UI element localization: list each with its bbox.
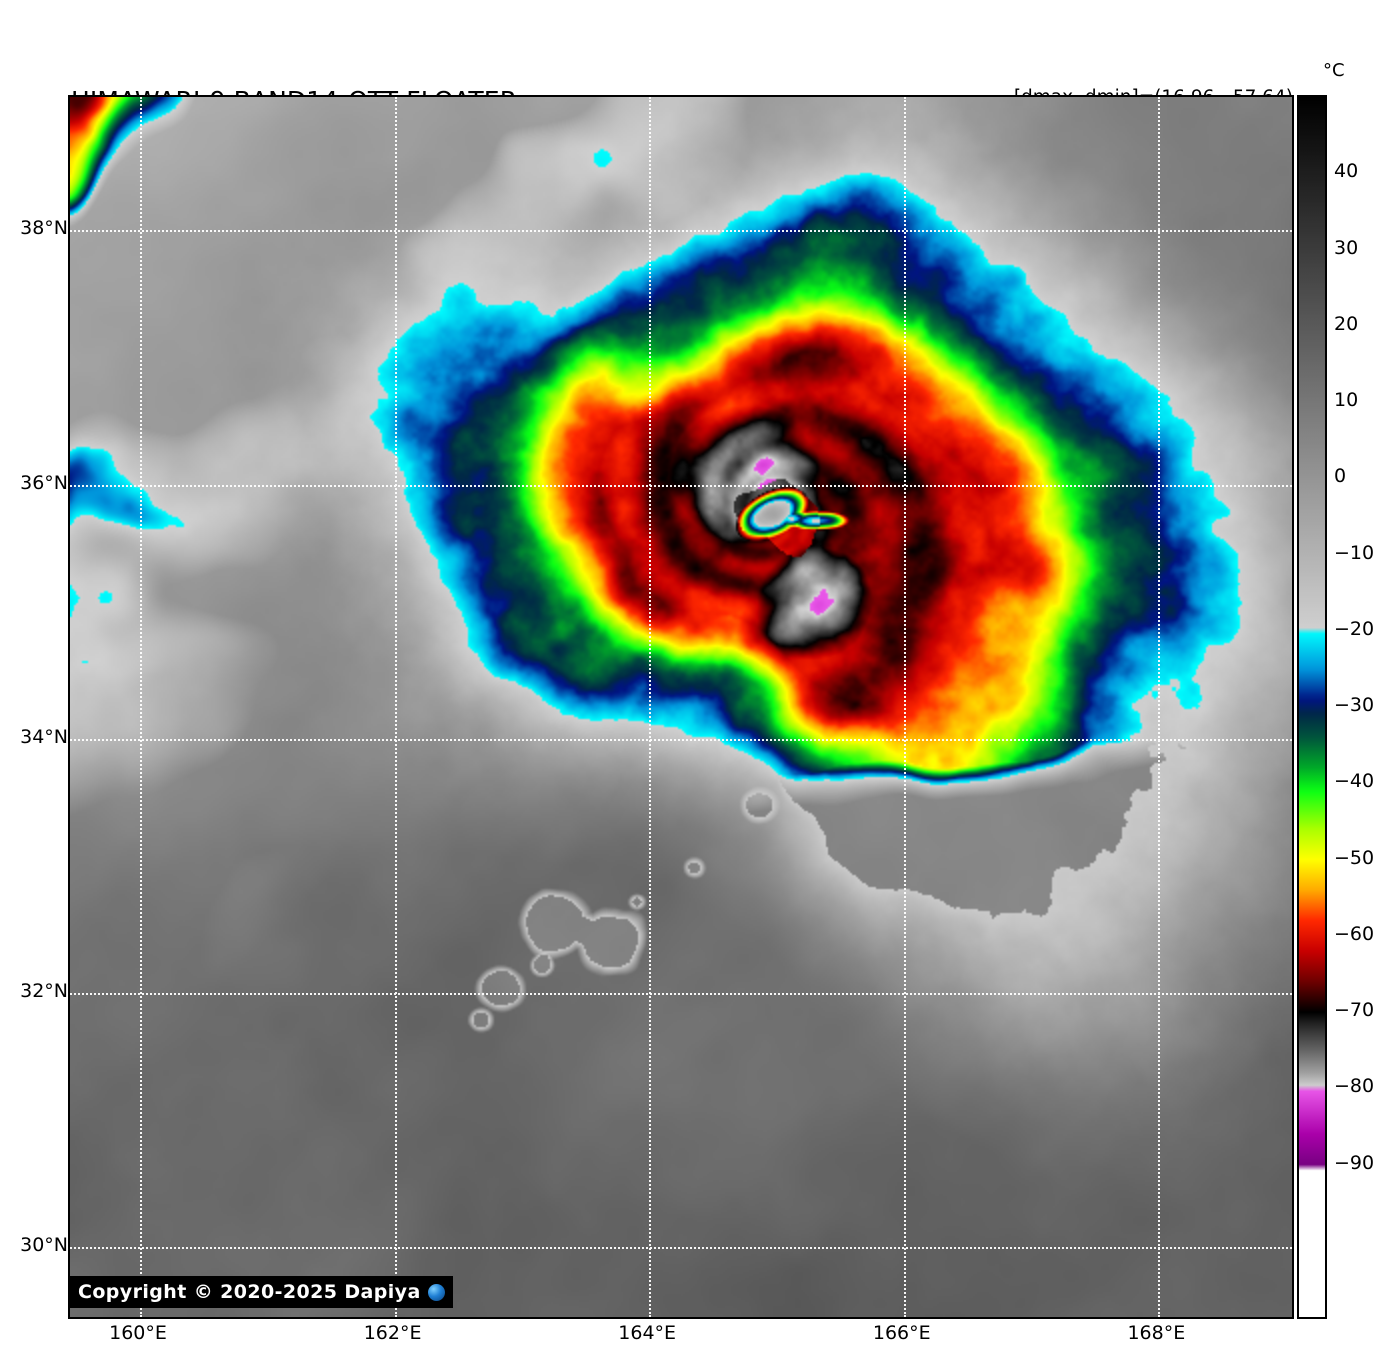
lat-tick-36: 36°N — [20, 471, 68, 494]
infrared-brightness-temperature-field — [70, 97, 1292, 1317]
lat-tick-34: 34°N — [20, 725, 68, 748]
colorbar-tick--60: −60 — [1334, 922, 1375, 945]
satellite-image-clip — [70, 97, 1292, 1317]
satellite-imagery — [70, 97, 1292, 1317]
colorbar-tick-30: 30 — [1334, 236, 1359, 259]
lat-tick-32: 32°N — [20, 979, 68, 1002]
copyright-banner: Copyright © 2020-2025 Dapiya — [68, 1276, 453, 1308]
colorbar-tick--30: −30 — [1334, 694, 1375, 716]
colorbar-tick-40: 40 — [1334, 160, 1359, 183]
lat-tick-38: 38°N — [20, 217, 68, 240]
lon-tick-160: 160°E — [109, 1322, 167, 1344]
lon-tick-164: 164°E — [618, 1322, 677, 1344]
globe-icon — [427, 1283, 445, 1301]
colorbar[interactable] — [1297, 95, 1327, 1319]
colorbar-tick--50: −50 — [1334, 846, 1375, 869]
colorbar-tick--20: −20 — [1334, 617, 1375, 640]
colorbar-tick-20: 20 — [1334, 312, 1359, 335]
colorbar-unit-label: °C — [1323, 60, 1345, 81]
lon-tick-166: 166°E — [872, 1322, 931, 1344]
colorbar-tick--40: −40 — [1334, 770, 1375, 793]
lon-tick-162: 162°E — [363, 1322, 422, 1344]
colorbar-gradient — [1299, 97, 1325, 1317]
colorbar-tick-10: 10 — [1334, 389, 1359, 411]
colorbar-tick--10: −10 — [1334, 541, 1375, 564]
copyright-text: Copyright © 2020-2025 Dapiya — [78, 1281, 421, 1303]
lat-tick-30: 30°N — [20, 1234, 68, 1257]
lon-tick-168: 168°E — [1127, 1322, 1186, 1344]
colorbar-tick-0: 0 — [1334, 465, 1347, 488]
colorbar-tick--90: −90 — [1334, 1151, 1375, 1174]
colorbar-tick--70: −70 — [1334, 999, 1375, 1021]
colorbar-tick--80: −80 — [1334, 1075, 1375, 1098]
satellite-image-panel[interactable] — [68, 95, 1294, 1319]
